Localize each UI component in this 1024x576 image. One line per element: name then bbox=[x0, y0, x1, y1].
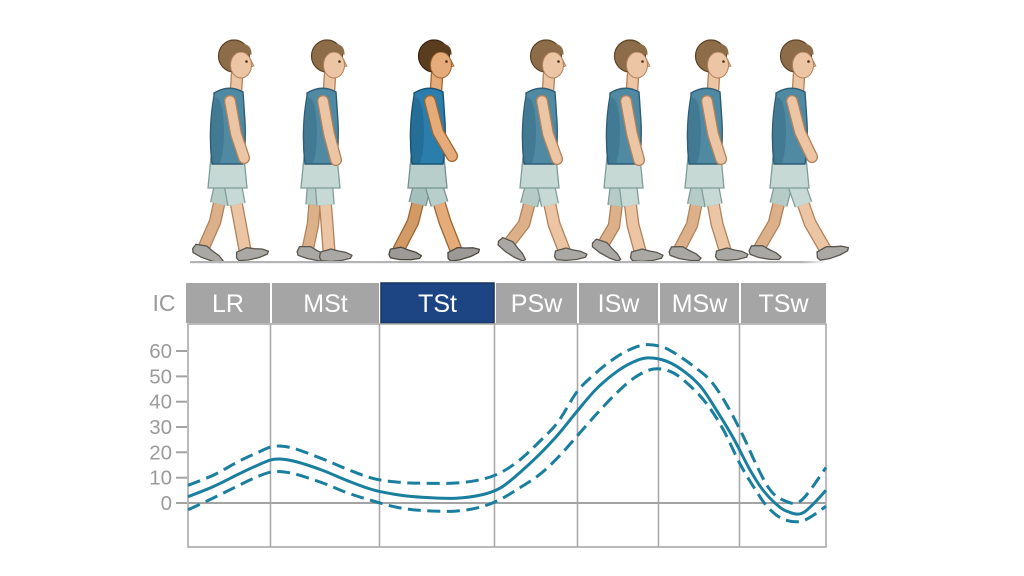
svg-text:MSw: MSw bbox=[672, 290, 729, 318]
svg-text:20: 20 bbox=[149, 441, 172, 464]
svg-text:50: 50 bbox=[149, 365, 172, 388]
svg-text:IC: IC bbox=[153, 290, 176, 316]
svg-text:MSt: MSt bbox=[303, 290, 348, 318]
svg-text:LR: LR bbox=[212, 290, 244, 318]
svg-text:TSw: TSw bbox=[759, 290, 810, 318]
svg-text:PSw: PSw bbox=[511, 290, 563, 318]
svg-text:40: 40 bbox=[149, 391, 172, 414]
svg-text:30: 30 bbox=[149, 416, 172, 439]
svg-text:TSt: TSt bbox=[418, 290, 457, 318]
svg-text:ISw: ISw bbox=[598, 290, 641, 318]
svg-text:0: 0 bbox=[161, 492, 172, 515]
svg-text:10: 10 bbox=[149, 467, 172, 490]
svg-text:60: 60 bbox=[149, 340, 172, 363]
